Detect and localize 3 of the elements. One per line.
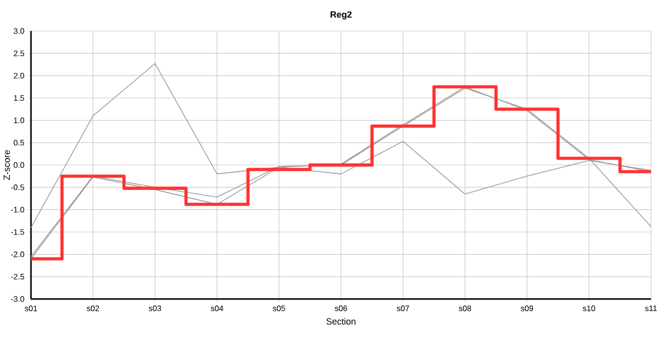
x-axis-title: Section xyxy=(326,318,356,325)
y-axis-title: Z-score xyxy=(4,150,10,180)
chart-title: Reg2 xyxy=(330,11,352,20)
